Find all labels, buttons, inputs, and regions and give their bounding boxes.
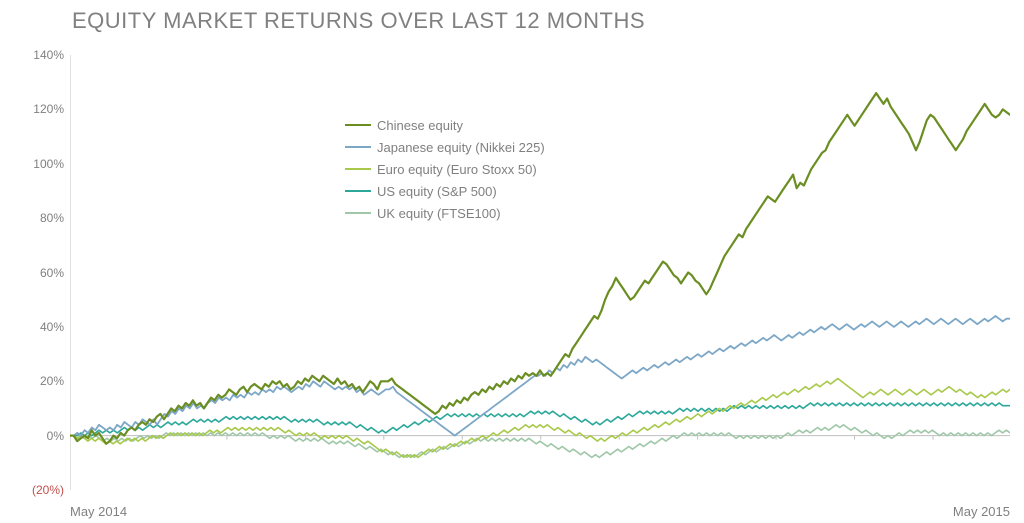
chart-legend: Chinese equity Japanese equity (Nikkei 22…: [345, 115, 545, 225]
y-tick-label: 120%: [8, 102, 64, 116]
legend-item-chinese: Chinese equity: [345, 115, 545, 135]
y-tick-label: 20%: [8, 374, 64, 388]
chart-title: EQUITY MARKET RETURNS OVER LAST 12 MONTH…: [72, 8, 645, 34]
y-tick-label: 0%: [8, 429, 64, 443]
legend-swatch: [345, 190, 371, 192]
y-tick-label: 100%: [8, 157, 64, 171]
legend-label: US equity (S&P 500): [377, 184, 497, 199]
legend-label: Chinese equity: [377, 118, 463, 133]
legend-label: Japanese equity (Nikkei 225): [377, 140, 545, 155]
legend-swatch: [345, 146, 371, 148]
y-tick-label: (20%): [8, 483, 64, 497]
legend-item-uk: UK equity (FTSE100): [345, 203, 545, 223]
legend-item-japanese: Japanese equity (Nikkei 225): [345, 137, 545, 157]
legend-swatch: [345, 212, 371, 214]
y-tick-label: 80%: [8, 211, 64, 225]
equity-returns-chart: EQUITY MARKET RETURNS OVER LAST 12 MONTH…: [0, 0, 1024, 523]
y-tick-label: 40%: [8, 320, 64, 334]
series-euro: [70, 379, 1010, 458]
y-tick-label: 140%: [8, 48, 64, 62]
legend-label: Euro equity (Euro Stoxx 50): [377, 162, 537, 177]
y-tick-label: 60%: [8, 266, 64, 280]
series-uk: [70, 425, 1010, 458]
legend-label: UK equity (FTSE100): [377, 206, 501, 221]
legend-swatch: [345, 168, 371, 170]
legend-swatch: [345, 124, 371, 126]
legend-item-us: US equity (S&P 500): [345, 181, 545, 201]
legend-item-euro: Euro equity (Euro Stoxx 50): [345, 159, 545, 179]
series-japanese: [70, 316, 1010, 436]
x-axis-end-label: May 2015: [953, 504, 1010, 519]
x-axis-start-label: May 2014: [70, 504, 127, 519]
